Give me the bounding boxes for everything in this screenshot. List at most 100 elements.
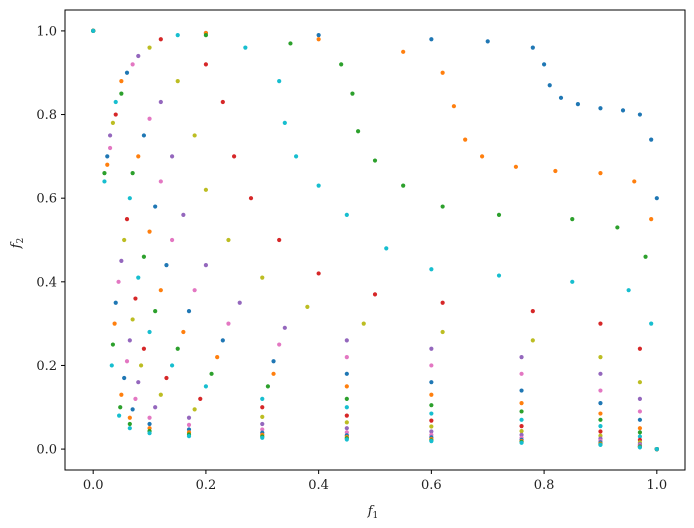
data-point <box>175 78 180 84</box>
data-point <box>243 45 248 50</box>
data-point <box>203 262 209 268</box>
data-point <box>519 429 524 434</box>
data-point <box>127 338 132 343</box>
x-axis-label-main: f <box>367 504 375 519</box>
data-point <box>654 196 659 201</box>
data-point <box>130 407 135 412</box>
data-point <box>141 133 147 138</box>
x-tick-label: 0.8 <box>534 478 555 493</box>
data-point <box>372 158 378 163</box>
data-point <box>643 254 648 259</box>
data-point <box>158 392 163 397</box>
data-point <box>339 62 344 67</box>
series-11 <box>91 28 659 452</box>
data-point <box>203 32 209 38</box>
data-point <box>463 137 468 142</box>
data-point <box>344 354 349 360</box>
data-point <box>136 154 141 159</box>
data-point <box>637 112 643 117</box>
data-point <box>271 371 276 376</box>
data-point <box>186 422 192 427</box>
data-point <box>248 196 254 201</box>
data-point <box>316 37 321 42</box>
data-point <box>277 342 282 347</box>
data-point <box>598 429 603 434</box>
data-point <box>265 384 271 389</box>
data-point <box>598 423 603 429</box>
data-point <box>158 37 163 42</box>
data-points-layer <box>91 28 659 452</box>
data-point <box>153 308 158 314</box>
data-point <box>113 99 118 105</box>
data-point <box>130 317 135 322</box>
x-tick-label: 1.0 <box>646 478 667 493</box>
y-tick-label: 0.8 <box>36 108 57 123</box>
data-point <box>158 99 163 105</box>
data-point <box>570 279 575 284</box>
data-point <box>209 371 214 376</box>
data-point <box>110 120 116 126</box>
data-point <box>344 396 349 402</box>
y-axis-label: f2 <box>9 238 26 250</box>
data-point <box>344 420 349 425</box>
series-12 <box>91 28 659 452</box>
y-tick-label: 0.2 <box>36 359 57 374</box>
data-point <box>429 429 434 434</box>
x-tick-label: 0.4 <box>308 478 329 493</box>
data-point <box>122 237 127 243</box>
data-point <box>570 216 575 222</box>
data-point <box>429 439 434 444</box>
data-point <box>344 405 349 410</box>
data-point <box>119 392 124 397</box>
data-point <box>127 196 132 201</box>
data-point <box>124 216 130 222</box>
data-point <box>440 204 445 209</box>
series-5 <box>91 28 659 452</box>
data-point <box>496 273 502 278</box>
data-point <box>598 417 603 422</box>
data-point <box>102 179 107 184</box>
data-point <box>138 363 144 368</box>
data-point <box>271 359 276 364</box>
data-point <box>344 371 349 376</box>
data-point <box>119 91 124 96</box>
data-point <box>164 262 169 268</box>
data-point <box>344 413 349 418</box>
data-point <box>440 329 445 335</box>
data-point <box>598 433 603 438</box>
data-point <box>109 363 114 368</box>
data-point <box>192 288 197 293</box>
data-point <box>350 91 355 96</box>
data-point <box>203 384 209 389</box>
data-point <box>637 396 643 402</box>
data-point <box>147 431 152 436</box>
data-point <box>649 137 654 142</box>
data-point <box>575 101 581 107</box>
data-point <box>519 440 524 445</box>
data-point <box>519 432 524 437</box>
data-point <box>519 409 524 414</box>
data-point <box>344 430 349 435</box>
data-point <box>130 62 135 67</box>
data-point <box>102 170 107 176</box>
data-point <box>637 409 643 414</box>
data-point <box>429 411 434 416</box>
data-point <box>203 187 209 192</box>
data-point <box>186 434 192 439</box>
data-point <box>277 237 282 243</box>
data-point <box>147 116 152 121</box>
y-tick-label: 0.0 <box>36 443 57 458</box>
data-point <box>637 346 643 351</box>
data-point <box>429 424 434 429</box>
data-point <box>598 321 603 326</box>
data-point <box>541 62 547 67</box>
data-point <box>598 354 603 360</box>
data-point <box>175 32 180 38</box>
data-point <box>598 400 603 406</box>
data-point <box>429 37 434 42</box>
data-point <box>429 403 434 408</box>
data-point <box>316 183 321 188</box>
data-point <box>519 400 524 406</box>
data-point <box>158 288 163 293</box>
data-point <box>133 296 138 301</box>
